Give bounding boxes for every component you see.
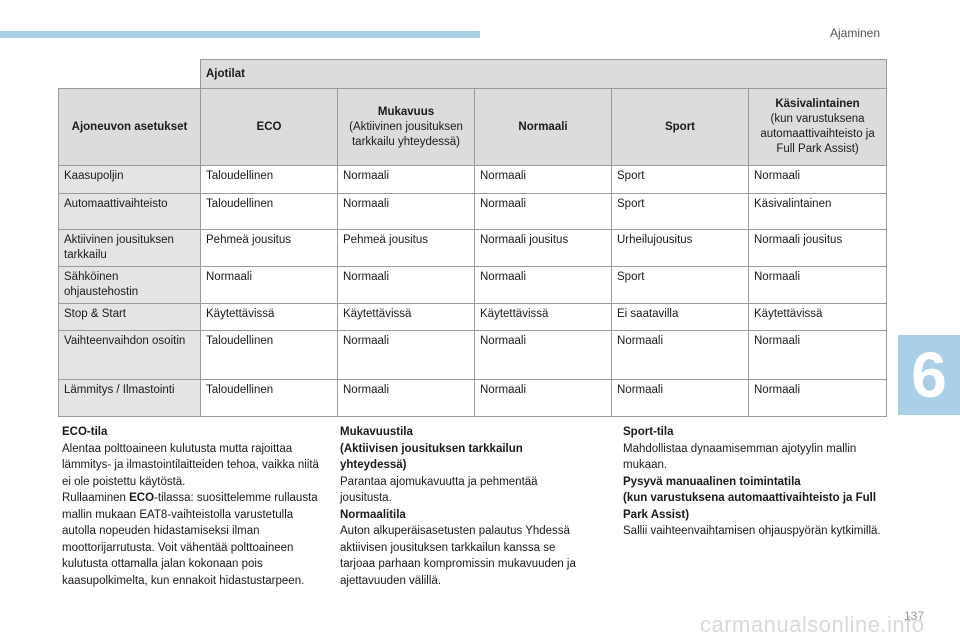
table-cell: Normaali: [474, 165, 612, 194]
sport-title: Sport-tila: [623, 426, 674, 438]
manual-subtitle: (kun varustuksena automaattivaihteisto j…: [623, 492, 877, 521]
table-cell: Normaali: [474, 193, 612, 230]
table-cell: Normaali: [337, 330, 475, 380]
table-row: Vaihteenvaihdon osoitin Taloudellinen No…: [58, 330, 888, 380]
table-cell: Käytettävissä: [200, 303, 338, 331]
table-cell: Taloudellinen: [200, 193, 338, 230]
table-cell: Taloudellinen: [200, 330, 338, 380]
mode-header-sport: Sport: [611, 88, 749, 166]
table-cell: Pehmeä jousitus: [337, 229, 475, 267]
table-cell: Normaali: [337, 165, 475, 194]
chapter-number-tab: 6: [898, 335, 960, 415]
row-label: Sähköinen ohjaustehostin: [58, 266, 201, 304]
normal-body: Auton alkuperäisasetusten palautus Yhdes…: [340, 525, 576, 587]
table-corner-blank: [58, 59, 201, 89]
table-cell: Urheilujousitus: [611, 229, 749, 267]
table-cell: Normaali: [474, 266, 612, 304]
chapter-title: Ajaminen: [830, 26, 881, 40]
table-cell: Taloudellinen: [200, 379, 338, 417]
normal-title: Normaalitila: [340, 508, 406, 521]
table-cell: Normaali: [611, 379, 749, 417]
driving-modes-table: Ajotilat Ajoneuvon asetukset ECO Mukavuu…: [58, 59, 888, 417]
table-cell: Taloudellinen: [200, 165, 338, 194]
eco-title: ECO-tila: [62, 426, 108, 438]
table-cell: Normaali: [337, 379, 475, 417]
row-label: Stop & Start: [58, 303, 201, 331]
eco-coasting-body: Rullaaminen ECO-tilassa: suosittelemme r…: [62, 492, 318, 587]
table-row: Sähköinen ohjaustehostin Normaali Normaa…: [58, 266, 888, 304]
manual-body: Sallii vaihteenvaihtamisen ohjauspyörän …: [623, 525, 881, 537]
manual-title: Pysyvä manuaalinen toimintatila: [623, 475, 801, 488]
table-cell: Normaali: [474, 379, 612, 417]
table-cell: Normaali: [747, 266, 888, 304]
eco-body: Alentaa polttoaineen kulutusta mutta raj…: [62, 442, 319, 488]
watermark: carmanualsonline.info: [700, 612, 925, 637]
table-cell: Normaali: [747, 165, 888, 194]
page-number: 137: [904, 609, 925, 623]
comfort-title: Mukavuustila: [340, 426, 413, 438]
table-cell: Normaali: [200, 266, 338, 304]
row-label: Vaihteenvaihdon osoitin: [58, 330, 201, 380]
table-cell: Normaali: [337, 193, 475, 230]
table-cell: Sport: [611, 266, 749, 304]
row-label: Automaattivaihteisto: [58, 193, 201, 230]
table-cell: Normaali: [611, 330, 749, 380]
comfort-body: Parantaa ajomukavuutta ja pehmentää jous…: [340, 475, 538, 505]
row-label: Kaasupoljin: [58, 165, 201, 194]
sport-manual-description: Sport-tila Mahdollistaa dynaamisemman aj…: [623, 424, 885, 540]
row-label: Aktiivinen jousituksen tarkkailu: [58, 229, 201, 267]
table-mode-header-row: Ajoneuvon asetukset ECO Mukavuus (Aktiivi…: [58, 88, 888, 166]
table-cell: Ei saatavilla: [611, 303, 749, 331]
table-group-header: Ajotilat: [199, 59, 888, 89]
mode-header-comfort: Mukavuus (Aktiivinen jousituksen tarkkail…: [337, 88, 475, 166]
table-cell: Normaali: [747, 379, 888, 417]
table-cell: Normaali: [474, 330, 612, 380]
mode-header-normal: Normaali: [474, 88, 612, 166]
table-cell: Normaali: [337, 266, 475, 304]
table-cell: Normaali jousitus: [474, 229, 612, 267]
sport-body: Mahdollistaa dynaamisemman ajotyylin mal…: [623, 442, 857, 472]
mode-header-manual: Käsivalintainen (kun varustuksena automaa…: [747, 88, 888, 166]
table-row: Stop & Start Käytettävissä Käytettävissä…: [58, 303, 888, 331]
table-row: Lämmitys / Ilmastointi Taloudellinen Nor…: [58, 379, 888, 417]
table-row: Kaasupoljin Taloudellinen Normaali Norma…: [58, 165, 888, 194]
mode-header-eco: ECO: [200, 88, 338, 166]
table-cell: Pehmeä jousitus: [200, 229, 338, 267]
table-first-col-header: Ajoneuvon asetukset: [58, 88, 201, 166]
table-cell: Käytettävissä: [337, 303, 475, 331]
table-cell: Sport: [611, 165, 749, 194]
table-row: Automaattivaihteisto Taloudellinen Norma…: [58, 193, 888, 230]
table-cell: Sport: [611, 193, 749, 230]
table-group-header-row: Ajotilat: [58, 59, 888, 89]
header-accent-bar: [0, 31, 480, 38]
comfort-subtitle: (Aktiivisen jousituksen tarkkailun yhtey…: [340, 442, 523, 472]
table-cell: Käytettävissä: [474, 303, 612, 331]
table-cell: Käsivalintainen: [747, 193, 888, 230]
row-label: Lämmitys / Ilmastointi: [58, 379, 201, 417]
table-row: Aktiivinen jousituksen tarkkailu Pehmeä …: [58, 229, 888, 267]
table-cell: Normaali: [747, 330, 888, 380]
eco-mode-description: ECO-tila Alentaa polttoaineen kulutusta …: [62, 424, 320, 589]
comfort-normal-description: Mukavuustila (Aktiivisen jousituksen tar…: [340, 424, 580, 589]
table-cell: Normaali jousitus: [747, 229, 888, 267]
table-cell: Käytettävissä: [747, 303, 888, 331]
